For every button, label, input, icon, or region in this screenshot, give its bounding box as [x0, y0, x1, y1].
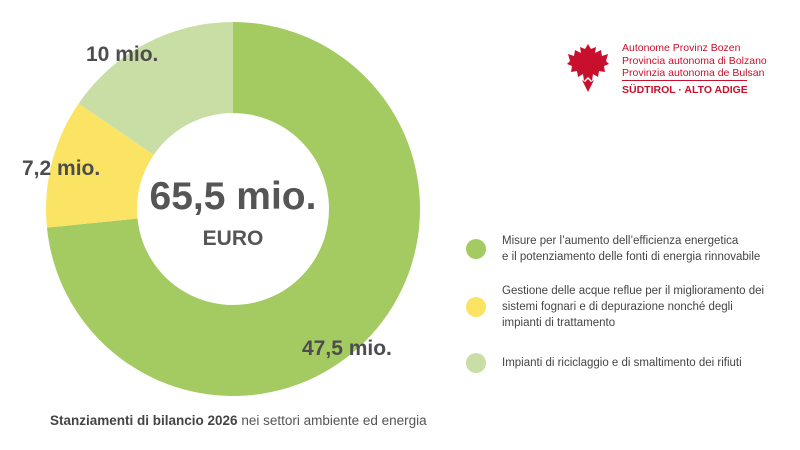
- legend-swatch-lightgreen: [466, 353, 486, 373]
- logo-region: SÜDTIROL · ALTO ADIGE: [622, 84, 748, 96]
- slice-recycling: [78, 22, 233, 155]
- logo-divider: [622, 80, 747, 81]
- caption-rest: nei settori ambiente ed energia: [237, 413, 427, 428]
- logo-line-ladin: Provinzia autonoma de Bulsan: [622, 67, 765, 79]
- legend-label-wastewater: Gestione delle acque reflue per il migli…: [502, 285, 765, 329]
- eagle-icon: [567, 44, 609, 92]
- legend-label-efficiency: Misure per l’aumento dell’efficienza ene…: [502, 235, 761, 263]
- donut-chart: [46, 22, 421, 396]
- legend-swatch-green: [466, 239, 486, 259]
- slice-label-wastewater: 7,2 mio.: [22, 157, 101, 180]
- caption-bold: Stanziamenti di bilancio 2026: [50, 413, 238, 428]
- legend-item-recycling: Impianti di riciclaggio e di smaltimento…: [466, 353, 742, 373]
- slice-wastewater: [46, 103, 154, 228]
- slice-label-recycling: 10 mio.: [86, 43, 159, 66]
- legend-swatch-yellow: [466, 297, 486, 317]
- total-value: 65,5 mio.: [149, 175, 317, 218]
- chart-caption: Stanziamenti di bilancio 2026 nei settor…: [50, 413, 427, 428]
- total-unit: EURO: [202, 227, 264, 250]
- logo-line-italian: Provincia autonoma di Bolzano: [622, 54, 767, 67]
- slice-label-efficiency: 47,5 mio.: [302, 337, 392, 360]
- slice-efficiency: [46, 22, 421, 396]
- legend-item-wastewater: Gestione delle acque reflue per il migli…: [466, 283, 764, 331]
- legend-label-recycling: Impianti di riciclaggio e di smaltimento…: [502, 357, 742, 369]
- logo-line-german: Autonome Provinz Bozen: [622, 42, 741, 54]
- legend-item-efficiency: Misure per l’aumento dell’efficienza ene…: [466, 233, 760, 265]
